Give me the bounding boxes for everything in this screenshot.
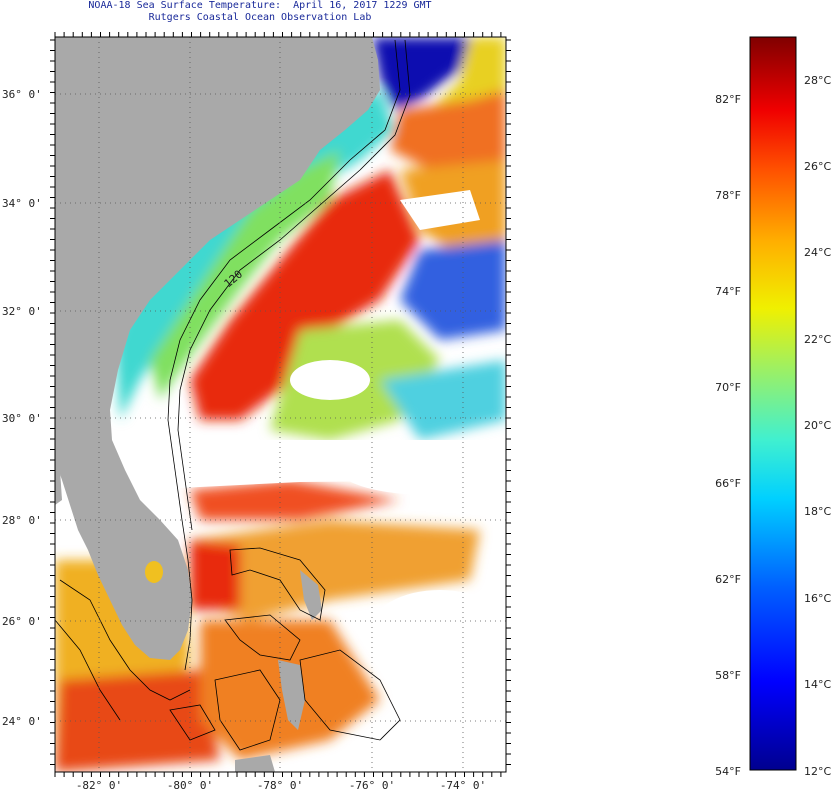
lat-label: 36° 0' [2,88,42,101]
lon-label: -78° 0' [257,779,303,792]
map-subtitle: Rutgers Coastal Ocean Observation Lab [148,12,372,23]
lon-labels: -82° 0' -80° 0' -78° 0' -76° 0' -74° 0' [76,779,486,792]
land-mass [55,37,380,660]
map-title: NOAA-18 Sea Surface Temperature: April 1… [88,0,432,11]
lat-labels: 36° 0' 34° 0' 32° 0' 30° 0' 28° 0' 26° 0… [2,88,42,728]
lon-label: -76° 0' [349,779,395,792]
lon-label: -82° 0' [76,779,122,792]
bathymetry-contours [55,39,411,751]
lat-label: 34° 0' [2,197,42,210]
islands [235,570,322,772]
lat-label: 30° 0' [2,412,42,425]
lon-label: -80° 0' [167,779,213,792]
axis-ticks [50,32,511,777]
lake-okeechobee [145,561,163,583]
lat-label: 32° 0' [2,305,42,318]
lat-label: 26° 0' [2,615,42,628]
sst-field: 120 [55,37,506,772]
lat-label: 24° 0' [2,715,42,728]
lon-label: -74° 0' [440,779,486,792]
lat-label: 28° 0' [2,514,42,527]
no-data-gaps [120,190,506,765]
graticule [55,37,506,772]
map-frame [54,36,507,773]
